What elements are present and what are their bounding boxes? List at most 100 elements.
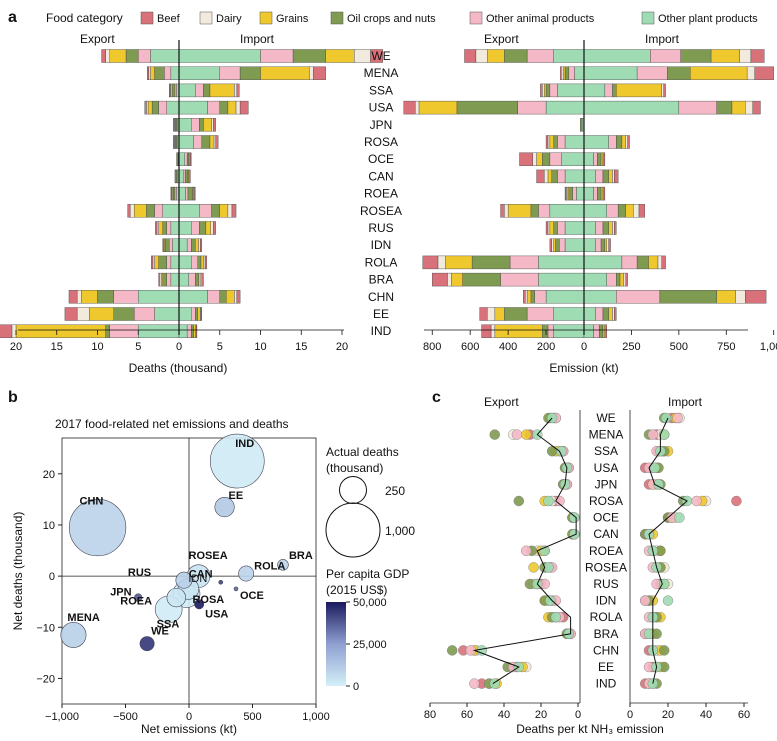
- b-xlabel: Net emissions (kt): [141, 722, 237, 736]
- a-left-import-bar-oce-oil-crops-and-nuts: [186, 152, 189, 166]
- a-left-import-bar-we-other-plant-products: [178, 49, 261, 63]
- a-right-import-bar-rus-beef: [614, 221, 617, 235]
- a-left-import-bar-ssa-grains: [209, 83, 235, 98]
- a-right-export-bar-bra-grains: [451, 272, 463, 287]
- a-right-import-bar-rola-other-animal-products: [621, 255, 638, 270]
- b-color-tick-label-0: 50,000: [353, 597, 387, 609]
- a-right-export-bar-can-beef: [536, 169, 545, 184]
- b-point-label-rosea: ROSEA: [189, 550, 228, 562]
- c-region-label-roea: ROEA: [589, 544, 623, 558]
- legend-label-beef: Beef: [157, 13, 181, 25]
- c-region-label-idn: IDN: [596, 594, 617, 608]
- b-ylabel: Net deaths (thousand): [11, 512, 25, 631]
- c-region-label-jpn: JPN: [595, 477, 618, 491]
- a-right-import-bar-ssa-other-animal-products: [604, 83, 613, 98]
- a-right-tick-label-3: 200: [537, 341, 555, 353]
- a-left-import-bar-rosa-oil-crops-and-nuts: [201, 135, 211, 149]
- a-right-import-bar-mena-beef: [754, 66, 774, 80]
- a-right-import-bar-ind-oil-crops-and-nuts: [598, 324, 604, 338]
- a-left-tick-label-0: 20: [10, 341, 22, 353]
- a-right-export-bar-can-oil-crops-and-nuts: [551, 169, 558, 184]
- a-left-export-bar-rus-other-plant-products: [170, 221, 180, 235]
- a-right-import-bar-mena-oil-crops-and-nuts: [667, 66, 691, 80]
- c-import-tick-label-0: 0: [627, 709, 633, 721]
- a-right-import-bar-bra-dairy: [623, 272, 626, 287]
- a-right-import-bar-oce-oil-crops-and-nuts: [597, 152, 602, 166]
- a-right-export-bar-ind-beef: [481, 324, 492, 338]
- a-left-import-bar-oce-other-plant-products: [178, 152, 185, 166]
- a-right-import-bar-rosa-grains: [621, 135, 626, 149]
- a-right-import-bar-ssa-oil-crops-and-nuts: [612, 83, 617, 98]
- a-right-import-bar-mena-other-plant-products: [583, 66, 638, 80]
- a-left-import-bar-rus-oil-crops-and-nuts: [199, 221, 207, 235]
- a-right-export-bar-mena-beef: [560, 66, 562, 80]
- b-point-label-ind: IND: [235, 438, 254, 450]
- a-right-export-bar-idn-grains: [553, 238, 556, 252]
- a-right-import-bar-ssa-beef: [663, 83, 666, 98]
- a-left-import-bar-usa-other-plant-products: [178, 100, 208, 115]
- a-left-export-bar-rosea-dairy: [129, 204, 135, 218]
- a-left-import-bar-rosea-grains: [219, 204, 229, 218]
- a-left-export-bar-mena-dairy: [148, 66, 151, 80]
- a-left-import-bar-bra-grains: [198, 272, 201, 287]
- a-left-export-bar-ee-other-animal-products: [133, 307, 155, 321]
- c-export-dot-mena-oil-crops-and-nuts: [489, 429, 500, 440]
- a-right-export-bar-idn-oil-crops-and-nuts: [555, 238, 560, 252]
- a-right-export-bar-ee-dairy: [487, 307, 496, 321]
- a-left-export-bar-ind-other-animal-products: [109, 324, 139, 338]
- c-export-tick-label-4: 0: [575, 709, 581, 721]
- b-color-legend-title-1: Per capita GDP: [326, 567, 409, 581]
- a-left-import-bar-idn-dairy: [198, 238, 201, 252]
- a-left-export-bar-idn-other-plant-products: [172, 238, 180, 252]
- a-right-import-bar-ind-grains: [602, 324, 606, 338]
- a-left-export-bar-rosea-other-plant-products: [162, 204, 180, 218]
- c-export-tick-label-2: 40: [498, 709, 510, 721]
- region-label-idn: IDN: [371, 238, 392, 252]
- panel-b-scatter: 2017 food-related net emissions and deat…: [11, 417, 415, 736]
- a-left-export-bar-roea-other-animal-products: [174, 186, 177, 201]
- a-right-import-bar-ee-beef: [614, 307, 617, 321]
- a-right-import-bar-bra-oil-crops-and-nuts: [616, 272, 621, 287]
- b-size-legend-title-2: (thousand): [326, 461, 383, 475]
- a-left-export-bar-usa-dairy: [146, 100, 149, 115]
- panel-label-a: a: [8, 9, 17, 26]
- b-color-legend-title-2: (2015 US$): [326, 583, 387, 597]
- a-left-export-bar-rus-dairy: [156, 221, 159, 235]
- a-right-export-bar-oce-dairy: [532, 152, 537, 166]
- b-point-label-mena: MENA: [67, 612, 99, 624]
- a-right-import-bar-rosa-other-animal-products: [608, 135, 617, 149]
- c-region-label-usa: USA: [594, 461, 619, 475]
- a-right-xlabel: Emission (kt): [549, 361, 618, 375]
- a-right-export-bar-we-other-plant-products: [553, 49, 585, 63]
- a-left-import-bar-rosea-beef: [231, 204, 237, 218]
- a-left-export-bar-idn-oil-crops-and-nuts: [164, 238, 170, 252]
- a-left-export-bar-chn-beef: [68, 290, 78, 304]
- a-right-export-bar-oce-oil-crops-and-nuts: [542, 152, 551, 166]
- a-right-export-bar-ssa-other-animal-products: [549, 83, 558, 98]
- a-left-export-bar-usa-other-animal-products: [158, 100, 167, 115]
- b-ytick-label-1: −10: [36, 622, 55, 634]
- a-right-export-bar-mena-oil-crops-and-nuts: [564, 66, 570, 80]
- a-left-import-bar-bra-other-plant-products: [178, 272, 189, 287]
- a-left-export-bar-ind-other-plant-products: [138, 324, 180, 338]
- b-point-label-roea: ROEA: [120, 596, 152, 608]
- a-left-import-bar-usa-oil-crops-and-nuts: [219, 100, 229, 115]
- a-right-export-bar-idn-beef: [549, 238, 552, 252]
- a-left-import-bar-rola-grains: [200, 255, 204, 270]
- a-left-import-bar-can-other-animal-products: [183, 169, 186, 184]
- c-import-tick-label-2: 40: [700, 709, 712, 721]
- c-export-dot-chn-oil-crops-and-nuts: [447, 645, 458, 656]
- a-right-export-bar-mena-other-plant-products: [574, 66, 585, 80]
- legend-label-other-plant: Other plant products: [658, 13, 758, 25]
- region-label-usa: USA: [369, 101, 394, 115]
- a-right-export-label: Export: [484, 32, 519, 46]
- b-point-label-idn: IDN: [188, 573, 207, 585]
- a-right-import-bar-ee-dairy: [612, 307, 615, 321]
- a-left-export-bar-usa-grains: [147, 100, 153, 115]
- a-right-tick-label-6: 500: [670, 341, 688, 353]
- a-left-import-bar-chn-other-animal-products: [207, 290, 220, 304]
- a-right-import-bar-chn-other-plant-products: [583, 290, 617, 304]
- a-left-import-bar-rosa-other-plant-products: [178, 135, 194, 149]
- a-left-import-bar-chn-other-plant-products: [178, 290, 208, 304]
- a-left-import-bar-rosea-dairy: [227, 204, 233, 218]
